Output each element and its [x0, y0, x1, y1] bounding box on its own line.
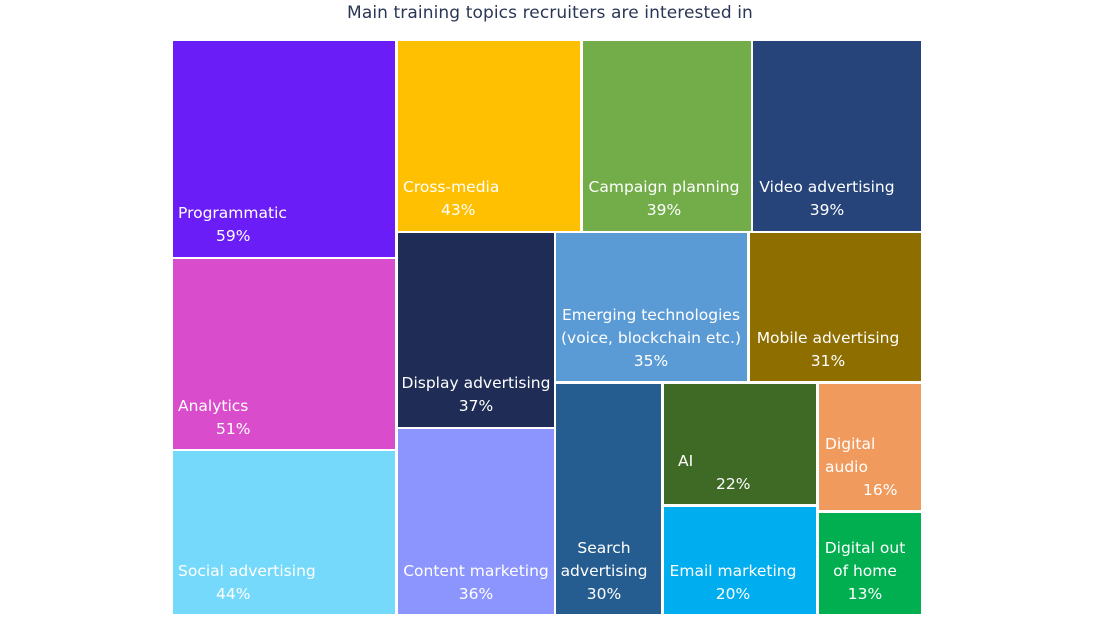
- tile-name-line: Search: [577, 539, 630, 557]
- tile-value: 30%: [587, 585, 621, 603]
- tile-name-line: Programmatic: [178, 204, 287, 222]
- tile-name-line: Email marketing: [670, 562, 797, 580]
- tile-email-marketing: [664, 507, 816, 614]
- tile-value: 43%: [441, 201, 475, 219]
- tile-display-advertising: [398, 233, 554, 427]
- tile-value: 20%: [716, 585, 750, 603]
- tile-value: 36%: [459, 585, 493, 603]
- chart-title: Main training topics recruiters are inte…: [347, 3, 753, 23]
- tile-label-campaign-planning: Campaign planning 39%: [589, 178, 740, 219]
- tile-label-video-advertising: Video advertising 39%: [759, 178, 894, 219]
- tile-label-digital-out-of-home: Digital out of home 13%: [825, 539, 906, 603]
- tile-value: 13%: [848, 585, 882, 603]
- tile-name-line: Emerging technologies: [562, 306, 740, 324]
- tile-label-social-advertising: Social advertising 44%: [178, 562, 316, 603]
- tile-value: 51%: [216, 420, 250, 438]
- tile-digital-out-of-home: [819, 513, 921, 614]
- tile-name-line: advertising: [561, 562, 648, 580]
- tile-name-line: Mobile advertising: [757, 329, 900, 347]
- tile-value: 35%: [634, 352, 668, 370]
- tile-label-ai: AI 22%: [678, 452, 750, 493]
- tile-social-advertising: [173, 451, 395, 614]
- tile-label-analytics: Analytics 51%: [178, 397, 250, 438]
- tile-value: 16%: [863, 481, 897, 499]
- tile-name-line: Digital out: [825, 539, 906, 557]
- tile-value: 22%: [716, 475, 750, 493]
- tile-name-line: AI: [678, 452, 693, 470]
- tile-ai: [664, 384, 816, 504]
- tile-mobile-advertising: [750, 233, 921, 381]
- tile-name-line: Digital: [825, 435, 875, 453]
- tile-content-marketing: [398, 429, 554, 614]
- tile-name-line: Cross-media: [403, 178, 499, 196]
- tile-name-line: (voice, blockchain etc.): [561, 329, 741, 347]
- tile-name-line: Analytics: [178, 397, 248, 415]
- tile-campaign-planning: [583, 41, 751, 231]
- tile-value: 39%: [810, 201, 844, 219]
- tile-digital-audio: [819, 384, 921, 510]
- tile-name-line: audio: [825, 458, 868, 476]
- tile-label-content-marketing: Content marketing 36%: [403, 562, 549, 603]
- tile-emerging-technologies-voice-blockchain-etc: [556, 233, 747, 381]
- tile-video-advertising: [753, 41, 921, 231]
- tile-value: 44%: [216, 585, 250, 603]
- tile-value: 37%: [459, 397, 493, 415]
- tile-label-cross-media: Cross-media 43%: [403, 178, 499, 219]
- tile-label-mobile-advertising: Mobile advertising 31%: [757, 329, 900, 370]
- tile-programmatic: [173, 41, 395, 257]
- tile-name-line: Display advertising: [402, 374, 551, 392]
- tile-name-line: of home: [833, 562, 897, 580]
- tile-label-digital-audio: Digital audio 16%: [825, 435, 897, 499]
- tile-value: 39%: [647, 201, 681, 219]
- tile-value: 31%: [811, 352, 845, 370]
- tile-label-search-advertising: Search advertising 30%: [561, 539, 648, 603]
- tile-cross-media: [398, 41, 580, 231]
- tile-name-line: Campaign planning: [589, 178, 740, 196]
- tile-name-line: Content marketing: [403, 562, 549, 580]
- tile-label-email-marketing: Email marketing 20%: [670, 562, 797, 603]
- tile-name-line: Video advertising: [759, 178, 894, 196]
- tile-label-emerging-technologies-voice-blockchain-etc: Emerging technologies (voice, blockchain …: [561, 306, 741, 370]
- tile-label-display-advertising: Display advertising 37%: [402, 374, 551, 415]
- tile-search-advertising: [556, 384, 661, 614]
- tile-value: 59%: [216, 227, 250, 245]
- tile-label-programmatic: Programmatic 59%: [178, 204, 287, 245]
- tile-analytics: [173, 259, 395, 449]
- tile-name-line: Social advertising: [178, 562, 316, 580]
